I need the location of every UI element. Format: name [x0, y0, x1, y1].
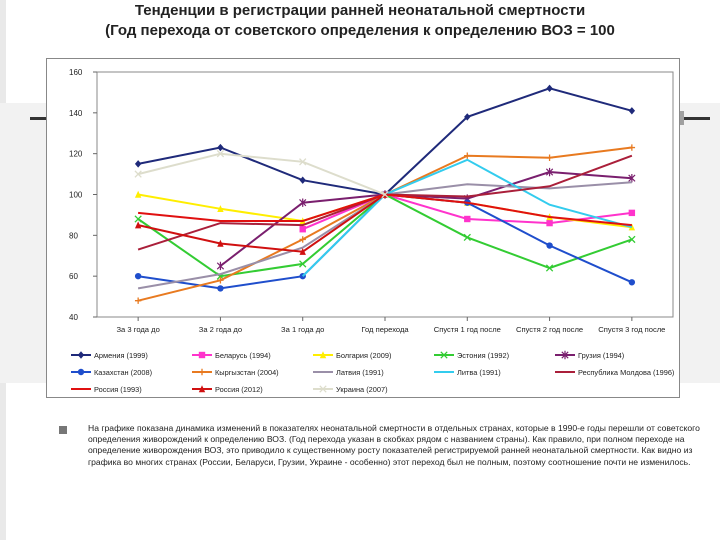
data-point	[628, 279, 636, 286]
data-point	[299, 226, 306, 233]
series-line	[219, 170, 632, 267]
data-point	[463, 233, 471, 242]
data-point	[546, 154, 553, 161]
legend-label: Армения (1999)	[94, 351, 148, 360]
y-tick-label: 120	[69, 150, 83, 159]
y-tick-label: 60	[69, 272, 78, 281]
data-point	[134, 170, 142, 178]
data-point	[299, 198, 307, 207]
data-point	[545, 167, 554, 177]
data-point	[628, 144, 636, 151]
slide-title: Тенденции в регистрации ранней неонаталь…	[134, 2, 586, 19]
legend-marker	[319, 385, 327, 393]
slide-divider-end	[676, 111, 684, 125]
data-point	[464, 152, 471, 159]
x-tick-label: За 1 года до	[281, 325, 324, 334]
x-tick-label: Спустя 3 год после	[598, 325, 665, 334]
legend-label: Болгария (2009)	[336, 351, 391, 360]
legend-label: Латвия (1991)	[336, 368, 384, 377]
data-point	[628, 235, 636, 244]
series-line	[301, 158, 633, 277]
body-paragraph: На графике показана динамика изменений в…	[88, 423, 700, 467]
line-chart: 40 60 80 100 120 140 160 За 3 года до За 2 года …	[69, 68, 674, 394]
data-point	[134, 190, 142, 198]
y-tick-label: 140	[69, 109, 83, 118]
x-tick-label: Спустя 2 год после	[516, 325, 583, 334]
x-tick-label: Год перехода	[361, 325, 409, 334]
y-tick-label: 100	[69, 191, 83, 200]
legend-label: Эстония (1992)	[457, 351, 509, 360]
data-point	[217, 285, 224, 292]
legend-label: Кыргызстан (2004)	[215, 368, 279, 377]
legend-label: Украина (2007)	[336, 385, 388, 394]
legend-label: Казахстан (2008)	[94, 368, 152, 377]
data-point	[299, 158, 307, 166]
bullet-icon	[59, 426, 67, 434]
legend-label: Россия (2012)	[215, 385, 263, 394]
legend-marker	[77, 368, 85, 376]
data-point	[134, 297, 142, 304]
data-point	[217, 143, 224, 152]
legend-label: Грузия (1994)	[578, 351, 624, 360]
data-point	[299, 247, 306, 255]
x-tick-label: За 3 года до	[116, 325, 159, 334]
data-point	[134, 272, 142, 280]
slide-subtitle: (Год перехода от советского определения …	[105, 22, 615, 39]
x-tick-label: Спустя 1 год после	[434, 325, 501, 334]
data-point	[216, 261, 225, 271]
legend-marker	[77, 351, 85, 359]
legend-label: Республика Молдова (1996)	[578, 368, 674, 377]
legend-marker	[198, 368, 206, 376]
y-tick-label: 160	[69, 68, 83, 77]
legend-label: Беларусь (1994)	[215, 351, 271, 360]
legend-marker	[198, 351, 206, 359]
data-point	[546, 219, 553, 227]
data-point	[299, 260, 307, 268]
data-point	[299, 236, 306, 243]
legend-label: Россия (1993)	[94, 385, 142, 394]
chart-container: 40 60 80 100 120 140 160 За 3 года до За 2 года …	[46, 58, 680, 398]
legend-marker	[198, 385, 206, 393]
data-point	[134, 221, 142, 229]
data-point	[217, 277, 224, 284]
legend-marker	[561, 350, 569, 360]
y-tick-label: 80	[69, 231, 78, 240]
y-tick-label: 40	[69, 313, 78, 322]
data-point	[464, 215, 471, 223]
data-point	[134, 215, 142, 223]
data-point	[628, 107, 636, 115]
data-point	[545, 264, 554, 272]
data-point	[546, 242, 553, 249]
data-point	[381, 190, 389, 199]
data-point	[216, 150, 225, 158]
data-point	[217, 239, 224, 247]
series-line	[137, 152, 386, 196]
legend-marker	[319, 351, 327, 359]
legend-marker	[440, 351, 448, 359]
legend-label: Литва (1991)	[457, 368, 501, 377]
data-point	[299, 176, 306, 184]
data-point	[217, 205, 224, 212]
data-point	[628, 173, 636, 183]
data-point	[628, 209, 636, 217]
x-tick-label: За 2 года до	[199, 325, 242, 334]
series-line	[137, 193, 386, 253]
data-point	[464, 113, 471, 121]
